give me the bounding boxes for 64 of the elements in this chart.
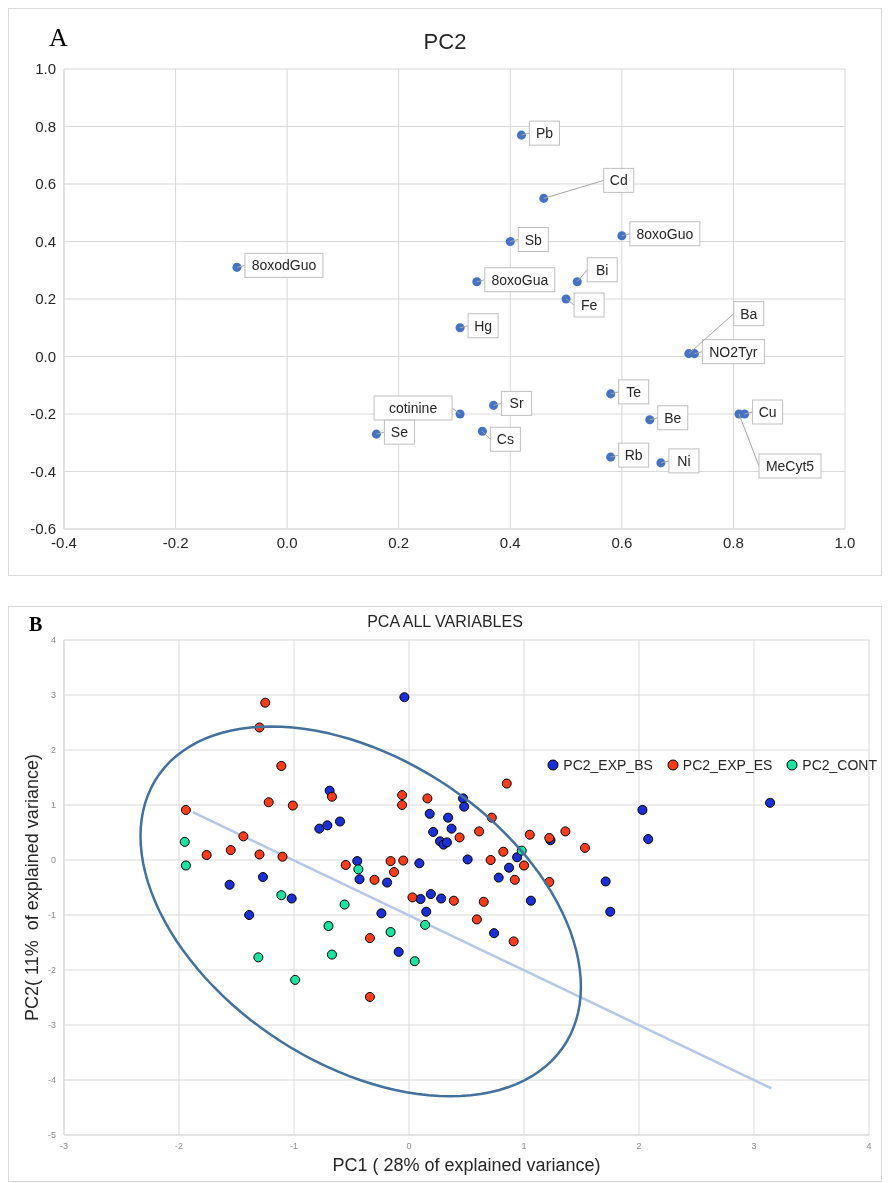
y-tick-label: 0.6 — [35, 175, 56, 193]
y-tick-label: 4 — [50, 635, 56, 646]
y-tick-label: -1 — [47, 910, 56, 921]
x-tick-label: 0.2 — [388, 533, 410, 551]
y-tick-label: -3 — [47, 1020, 56, 1031]
series-label: Se — [390, 424, 409, 441]
series-label: Te — [626, 383, 642, 400]
x-tick-label: -0.2 — [162, 533, 189, 551]
series-label: Cs — [496, 431, 514, 448]
series-label: Pb — [535, 125, 554, 142]
series-label: cotinine — [388, 400, 438, 416]
y-tick-label: 2 — [50, 745, 56, 756]
series-label: Rb — [624, 447, 643, 464]
x-tick-label: 1 — [521, 1141, 527, 1152]
series-label: Be — [664, 409, 682, 426]
x-axis-title: PC1 ( 28% of explained variance) — [332, 1155, 601, 1175]
series-label: 8oxodGuo — [251, 257, 317, 274]
y-tick-label: 3 — [50, 690, 56, 701]
legend-label: PC2_CONT — [802, 757, 877, 773]
y-tick-label: -2 — [47, 965, 56, 976]
x-tick-label: 0.6 — [611, 533, 633, 551]
series-label: Sb — [524, 231, 543, 248]
x-tick-label: 0.8 — [723, 533, 744, 551]
text: B — [29, 613, 43, 636]
y-tick-label: -4 — [47, 1075, 56, 1086]
chart-title: PC2 — [423, 29, 467, 54]
legend-label: PC2_EXP_BS — [563, 757, 653, 773]
y-tick-label: -0.4 — [30, 462, 56, 480]
series-label: Sr — [509, 395, 524, 412]
text: A — [49, 23, 68, 53]
series-label: Fe — [580, 297, 598, 313]
x-tick-label: -1 — [289, 1141, 299, 1152]
series-label: Ni — [677, 452, 691, 469]
x-tick-label: -2 — [174, 1141, 184, 1152]
y-tick-label: -0.6 — [30, 520, 56, 538]
y-tick-label: 0 — [50, 855, 56, 866]
text: MeCyt5 — [765, 458, 815, 474]
legend-label: PC2_EXP_ES — [682, 757, 773, 773]
series-label: Bi — [596, 261, 609, 278]
y-tick-label: -5 — [47, 1130, 56, 1141]
series-label: 8oxoGua — [491, 271, 549, 288]
y-tick-label: 1 — [50, 800, 56, 811]
series-label: NO2Tyr — [709, 343, 758, 360]
y-tick-label: 0.4 — [35, 232, 56, 250]
y-tick-label: 0.0 — [35, 347, 56, 365]
x-tick-label: -3 — [59, 1141, 69, 1152]
x-tick-label: 3 — [751, 1141, 757, 1152]
x-tick-label: 0 — [406, 1141, 412, 1152]
x-tick-label: 2 — [636, 1141, 642, 1152]
series-label: Cu — [758, 404, 777, 420]
text: Ba — [740, 305, 758, 322]
x-tick-label: 0.0 — [276, 533, 298, 551]
y-tick-label: 1.0 — [35, 60, 56, 78]
y-tick-label: 0.2 — [35, 290, 56, 308]
series-label: Hg — [474, 317, 493, 334]
y-tick-label: 0.8 — [35, 117, 56, 135]
x-tick-label: 4 — [866, 1141, 872, 1152]
x-tick-label: 0.4 — [499, 533, 521, 551]
chart-title: PCA ALL VARIABLES — [367, 613, 523, 630]
y-tick-label: -0.2 — [30, 405, 56, 423]
x-tick-label: 1.0 — [834, 533, 856, 551]
series-label: 8oxoGuo — [636, 225, 694, 242]
text: Cd — [609, 172, 628, 189]
y-axis-title: PC2( 11% of explained variance) — [21, 754, 42, 1021]
